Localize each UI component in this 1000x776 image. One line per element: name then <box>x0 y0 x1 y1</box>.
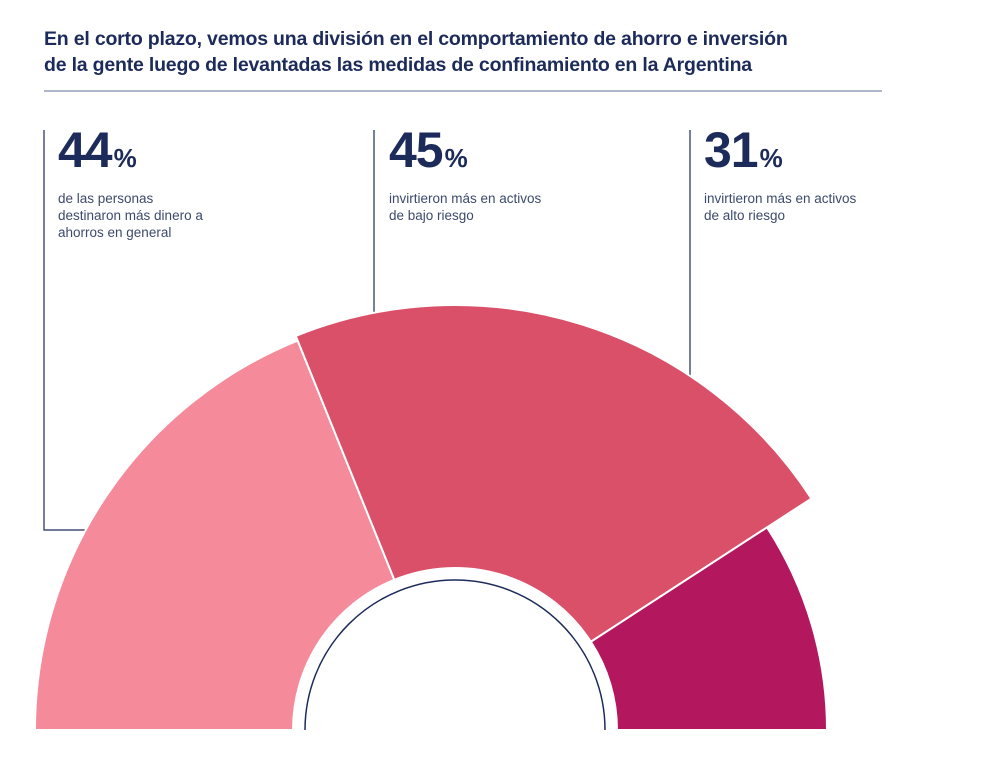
stat-high-risk: 31% invirtieron más en activos de alto r… <box>704 120 944 224</box>
stat-low-risk: 45% invirtieron más en activos de bajo r… <box>389 120 629 224</box>
stat-savings-description: de las personas destinaron más dinero a … <box>58 191 203 240</box>
inner-ring-arc <box>304 579 606 731</box>
inner-ring <box>304 579 606 731</box>
chart-segment-3 <box>589 526 829 731</box>
callout-line-1 <box>43 130 95 531</box>
chart-segment-2 <box>294 304 813 644</box>
chart-segment-1 <box>33 339 396 731</box>
stat-high-risk-description: invirtieron más en activos de alto riesg… <box>704 191 857 223</box>
chart-title: En el corto plazo, vemos una división en… <box>44 26 884 78</box>
stat-high-risk-value: 31% <box>704 122 783 178</box>
chart-segments <box>33 304 829 731</box>
stat-savings: 44% de las personas destinaron más diner… <box>58 120 288 241</box>
chart-title-line-1: En el corto plazo, vemos una división en… <box>44 28 788 50</box>
stat-savings-value: 44% <box>58 122 137 178</box>
stat-low-risk-value: 45% <box>389 122 468 178</box>
chart-title-line-2: de la gente luego de levantadas las medi… <box>44 54 752 76</box>
stat-low-risk-description: invirtieron más en activos de bajo riesg… <box>389 191 542 223</box>
title-divider <box>44 90 882 92</box>
